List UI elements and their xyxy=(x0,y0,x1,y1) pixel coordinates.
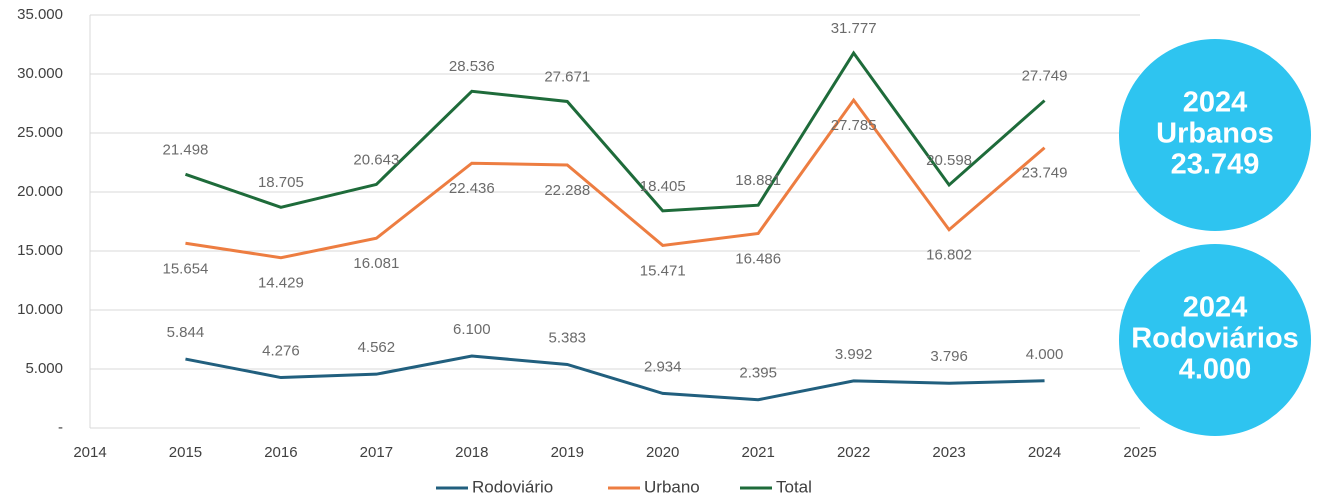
data-label: 6.100 xyxy=(453,321,491,338)
x-tick-label: 2015 xyxy=(169,444,202,461)
x-tick-label: 2025 xyxy=(1123,444,1156,461)
data-label: 3.992 xyxy=(835,346,873,363)
data-label: 23.749 xyxy=(1022,165,1068,182)
data-label: 15.654 xyxy=(163,260,209,277)
annotation-text: 23.749 xyxy=(1171,149,1260,181)
data-label: 16.081 xyxy=(353,255,399,272)
x-tick-label: 2023 xyxy=(932,444,965,461)
annotation-text: 2024 xyxy=(1183,87,1248,119)
annotation-circle xyxy=(1119,39,1311,231)
data-label: 18.705 xyxy=(258,174,304,191)
x-tick-label: 2017 xyxy=(360,444,393,461)
data-label: 4.000 xyxy=(1026,346,1064,363)
annotation-text: Urbanos xyxy=(1156,118,1274,150)
x-tick-label: 2019 xyxy=(551,444,584,461)
data-label: 4.562 xyxy=(358,339,396,356)
y-tick-label: 25.000 xyxy=(17,124,63,141)
annotation-text: 2024 xyxy=(1183,292,1248,324)
data-label: 15.471 xyxy=(640,262,686,279)
data-label: 2.934 xyxy=(644,358,682,375)
x-tick-label: 2018 xyxy=(455,444,488,461)
y-tick-label: 35.000 xyxy=(17,6,63,23)
annotation-circle xyxy=(1119,244,1311,436)
data-label: 27.785 xyxy=(831,117,877,134)
data-label: 18.881 xyxy=(735,172,781,189)
data-label: 3.796 xyxy=(930,348,968,365)
y-tick-label: 30.000 xyxy=(17,65,63,82)
data-label: 28.536 xyxy=(449,58,495,75)
series-line xyxy=(184,50,1046,213)
data-label: 5.844 xyxy=(167,324,205,341)
x-tick-label: 2021 xyxy=(741,444,774,461)
legend-label: Urbano xyxy=(644,477,700,496)
data-label: 2.395 xyxy=(739,365,777,382)
x-tick-label: 2020 xyxy=(646,444,679,461)
series-line xyxy=(185,354,1045,402)
y-tick-label: 5.000 xyxy=(25,360,63,377)
legend-label: Rodoviário xyxy=(472,477,553,496)
data-label: 22.436 xyxy=(449,180,495,197)
data-label: 16.802 xyxy=(926,247,972,264)
y-tick-label: 15.000 xyxy=(17,242,63,259)
x-tick-label: 2024 xyxy=(1028,444,1061,461)
legend-label: Total xyxy=(776,477,812,496)
x-tick-label: 2016 xyxy=(264,444,297,461)
data-label: 16.486 xyxy=(735,250,781,267)
data-label: 22.288 xyxy=(544,182,590,199)
x-tick-label: 2022 xyxy=(837,444,870,461)
x-tick-label: 2014 xyxy=(73,444,106,461)
data-label: 31.777 xyxy=(831,20,877,37)
data-label: 21.498 xyxy=(163,141,209,158)
y-tick-label: 10.000 xyxy=(17,301,63,318)
y-tick-label: - xyxy=(58,419,63,436)
data-label: 20.598 xyxy=(926,152,972,169)
data-label: 4.276 xyxy=(262,343,300,360)
data-label: 14.429 xyxy=(258,275,304,292)
data-label: 27.749 xyxy=(1022,68,1068,85)
data-label: 27.671 xyxy=(544,68,590,85)
series-line xyxy=(185,97,1046,260)
annotation-text: 4.000 xyxy=(1179,354,1252,386)
data-label: 18.405 xyxy=(640,178,686,195)
y-tick-label: 20.000 xyxy=(17,183,63,200)
annotation-text: Rodoviários xyxy=(1131,323,1299,355)
data-label: 5.383 xyxy=(548,329,586,346)
data-label: 20.643 xyxy=(353,151,399,168)
